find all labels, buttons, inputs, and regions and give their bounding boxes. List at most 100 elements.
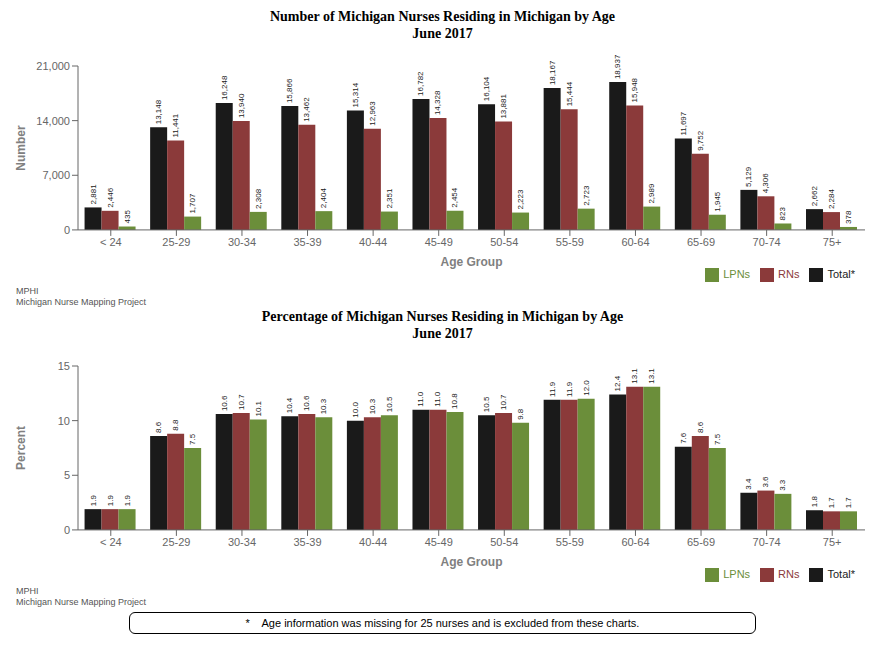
svg-text:2,284: 2,284: [827, 189, 836, 210]
svg-text:2,454: 2,454: [450, 187, 459, 208]
svg-text:1.7: 1.7: [827, 497, 836, 509]
svg-text:2,723: 2,723: [582, 185, 591, 206]
svg-text:11.0: 11.0: [433, 391, 442, 407]
svg-text:12.0: 12.0: [582, 380, 591, 396]
svg-text:7,000: 7,000: [42, 169, 70, 181]
svg-text:7.5: 7.5: [713, 433, 722, 445]
svg-text:13,881: 13,881: [499, 94, 508, 119]
svg-text:75+: 75+: [823, 536, 842, 548]
svg-text:1.8: 1.8: [810, 496, 819, 508]
svg-text:10.5: 10.5: [385, 396, 394, 412]
svg-text:823: 823: [778, 207, 787, 221]
svg-text:70-74: 70-74: [753, 236, 781, 248]
svg-text:5: 5: [64, 469, 70, 481]
svg-text:13.1: 13.1: [647, 368, 656, 384]
svg-text:16,782: 16,782: [416, 71, 425, 96]
svg-text:10.3: 10.3: [368, 398, 377, 414]
svg-text:< 24: < 24: [100, 536, 122, 548]
svg-text:2,223: 2,223: [516, 189, 525, 210]
svg-text:25-29: 25-29: [162, 236, 190, 248]
svg-text:30-34: 30-34: [228, 536, 256, 548]
svg-text:Number: Number: [14, 125, 28, 171]
svg-text:50-54: 50-54: [490, 536, 518, 548]
svg-text:10.7: 10.7: [237, 394, 246, 410]
svg-text:1.9: 1.9: [106, 494, 115, 506]
svg-text:3.3: 3.3: [778, 479, 787, 491]
svg-text:35-39: 35-39: [293, 536, 321, 548]
svg-text:9.8: 9.8: [516, 408, 525, 420]
svg-text:18,167: 18,167: [548, 60, 557, 85]
svg-text:40-44: 40-44: [359, 536, 387, 548]
svg-text:0: 0: [64, 224, 70, 236]
svg-text:4,306: 4,306: [761, 173, 770, 194]
svg-text:18,937: 18,937: [613, 54, 622, 79]
svg-text:12.4: 12.4: [613, 375, 622, 391]
svg-text:55-59: 55-59: [556, 536, 584, 548]
svg-text:2,662: 2,662: [810, 186, 819, 207]
svg-text:11.9: 11.9: [548, 381, 557, 397]
svg-text:9,752: 9,752: [696, 130, 705, 151]
svg-text:5,129: 5,129: [744, 166, 753, 187]
svg-text:35-39: 35-39: [293, 236, 321, 248]
svg-text:11,441: 11,441: [171, 113, 180, 137]
svg-text:7.6: 7.6: [679, 432, 688, 444]
svg-text:378: 378: [844, 210, 853, 224]
svg-text:Age Group: Age Group: [441, 555, 503, 569]
svg-text:13,940: 13,940: [237, 93, 246, 118]
svg-text:15,444: 15,444: [565, 81, 574, 106]
svg-text:1.9: 1.9: [89, 494, 98, 506]
svg-text:15: 15: [58, 360, 70, 372]
svg-text:3.4: 3.4: [744, 478, 753, 490]
svg-text:10.6: 10.6: [302, 395, 311, 411]
svg-text:45-49: 45-49: [425, 536, 453, 548]
svg-text:0: 0: [64, 524, 70, 536]
svg-text:60-64: 60-64: [621, 236, 649, 248]
svg-text:2,351: 2,351: [385, 188, 394, 209]
svg-text:75+: 75+: [823, 236, 842, 248]
svg-text:1.7: 1.7: [844, 497, 853, 509]
svg-text:13.1: 13.1: [630, 368, 639, 384]
svg-text:45-49: 45-49: [425, 236, 453, 248]
svg-text:40-44: 40-44: [359, 236, 387, 248]
svg-text:60-64: 60-64: [621, 536, 649, 548]
svg-text:8.6: 8.6: [154, 421, 163, 433]
svg-text:1,707: 1,707: [188, 193, 197, 214]
svg-text:65-69: 65-69: [687, 236, 715, 248]
svg-text:11.0: 11.0: [416, 391, 425, 407]
svg-text:15,866: 15,866: [285, 78, 294, 103]
svg-text:13,148: 13,148: [154, 99, 163, 124]
svg-text:2,308: 2,308: [254, 188, 263, 209]
svg-text:70-74: 70-74: [753, 536, 781, 548]
svg-text:10.1: 10.1: [254, 400, 263, 416]
svg-text:30-34: 30-34: [228, 236, 256, 248]
svg-text:10.3: 10.3: [319, 398, 328, 414]
svg-text:10: 10: [58, 415, 70, 427]
svg-text:1,945: 1,945: [713, 191, 722, 212]
svg-text:21,000: 21,000: [36, 60, 70, 72]
svg-text:11.9: 11.9: [565, 381, 574, 397]
svg-text:2,446: 2,446: [106, 187, 115, 208]
svg-text:10.8: 10.8: [450, 393, 459, 409]
svg-text:10.6: 10.6: [220, 395, 229, 411]
svg-text:10.5: 10.5: [482, 396, 491, 412]
svg-text:< 24: < 24: [100, 236, 122, 248]
svg-text:16,104: 16,104: [482, 76, 491, 101]
svg-text:2,989: 2,989: [647, 183, 656, 204]
svg-text:8.8: 8.8: [171, 419, 180, 431]
svg-text:12,963: 12,963: [368, 101, 377, 126]
svg-text:Age Group: Age Group: [441, 255, 503, 269]
svg-text:15,314: 15,314: [351, 82, 360, 107]
svg-text:11,697: 11,697: [679, 111, 688, 135]
svg-text:50-54: 50-54: [490, 236, 518, 248]
svg-text:10.0: 10.0: [351, 402, 360, 418]
svg-text:8.6: 8.6: [696, 421, 705, 433]
svg-text:435: 435: [123, 210, 132, 224]
svg-text:15,948: 15,948: [630, 77, 639, 102]
svg-text:13,462: 13,462: [302, 97, 311, 122]
svg-text:55-59: 55-59: [556, 236, 584, 248]
svg-text:7.5: 7.5: [188, 433, 197, 445]
svg-text:10.4: 10.4: [285, 397, 294, 413]
svg-text:1.9: 1.9: [123, 494, 132, 506]
svg-text:Percent: Percent: [14, 426, 28, 470]
svg-text:14,000: 14,000: [36, 115, 70, 127]
